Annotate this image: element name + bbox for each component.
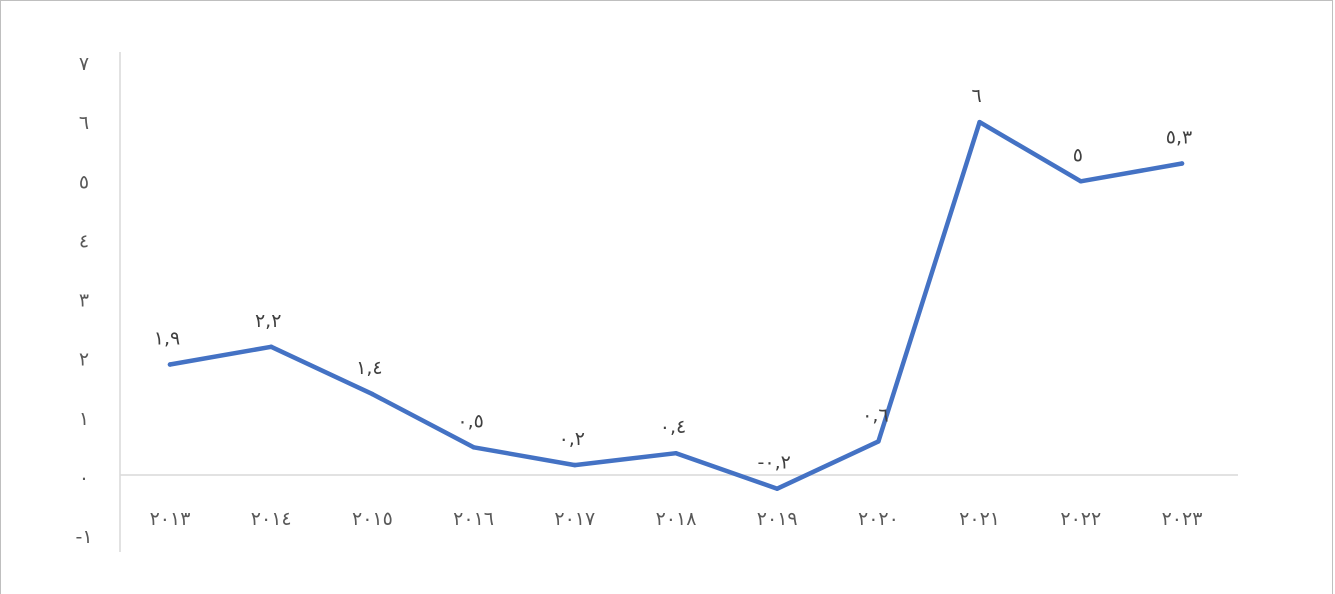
- data-label: ٠,٤: [660, 416, 686, 438]
- data-point: [774, 486, 780, 491]
- data-label: ٦: [971, 85, 981, 107]
- x-tick-label: ٢٠١٧: [554, 508, 595, 530]
- y-axis-ticks: -١ ٠ ١ ٢ ٣ ٤ ٥ ٦ ٧: [75, 53, 92, 548]
- data-label: ٢,٢: [255, 310, 281, 332]
- y-tick-label: -١: [75, 526, 92, 548]
- y-tick-label: ٦: [79, 112, 89, 134]
- data-point: [1078, 179, 1084, 184]
- y-tick-label: ٣: [79, 290, 89, 312]
- data-label: ٠,٦: [862, 404, 888, 426]
- x-tick-label: ٢٠١٩: [757, 508, 798, 530]
- data-point: [977, 119, 982, 125]
- data-point: [370, 391, 375, 397]
- data-label: ٥: [1073, 144, 1083, 166]
- data-point: [471, 445, 476, 450]
- x-tick-label: ٢٠١٤: [251, 508, 292, 530]
- x-tick-label: ٢٠٢٠: [858, 508, 899, 530]
- x-tick-label: ٢٠١٣: [150, 508, 191, 530]
- data-point: [1179, 161, 1185, 166]
- x-tick-label: ٢٠١٨: [656, 508, 697, 530]
- y-tick-label: ٠: [79, 467, 89, 489]
- data-label: ٠,٥: [457, 410, 483, 432]
- data-label: -٠,٢: [758, 452, 791, 474]
- y-tick-label: ٧: [79, 53, 89, 75]
- x-tick-label: ٢٠١٦: [453, 508, 494, 530]
- x-tick-label: ٢٠٢٢: [1060, 508, 1101, 530]
- y-tick-label: ٢: [79, 349, 89, 371]
- data-point: [268, 344, 274, 350]
- x-tick-label: ٢٠٢٣: [1162, 508, 1203, 530]
- data-labels: ١,٩ ٢,٢ ١,٤ ٠,٥ ٠,٢ ٠,٤ -٠,٢ ٠,٦ ٦ ٥ ٥,٣: [154, 85, 1192, 491]
- data-label: ١,٤: [356, 357, 382, 379]
- y-tick-label: ١: [79, 408, 89, 430]
- y-tick-label: ٤: [79, 230, 89, 252]
- x-tick-label: ٢٠٢١: [959, 508, 1000, 530]
- x-axis-ticks: ٢٠١٣ ٢٠١٤ ٢٠١٥ ٢٠١٦ ٢٠١٧ ٢٠١٨ ٢٠١٩ ٢٠٢٠ ٢٠٢١ ٢٠٢٢…: [150, 508, 1203, 530]
- data-point: [167, 362, 173, 367]
- data-point: [876, 439, 881, 444]
- data-label: ٥,٣: [1166, 127, 1192, 149]
- data-point: [572, 462, 578, 468]
- data-label: ١,٩: [154, 328, 180, 350]
- data-point: [673, 450, 679, 456]
- y-tick-label: ٥: [79, 171, 89, 193]
- data-label: ٠,٢: [559, 428, 585, 450]
- x-tick-label: ٢٠١٥: [352, 508, 393, 530]
